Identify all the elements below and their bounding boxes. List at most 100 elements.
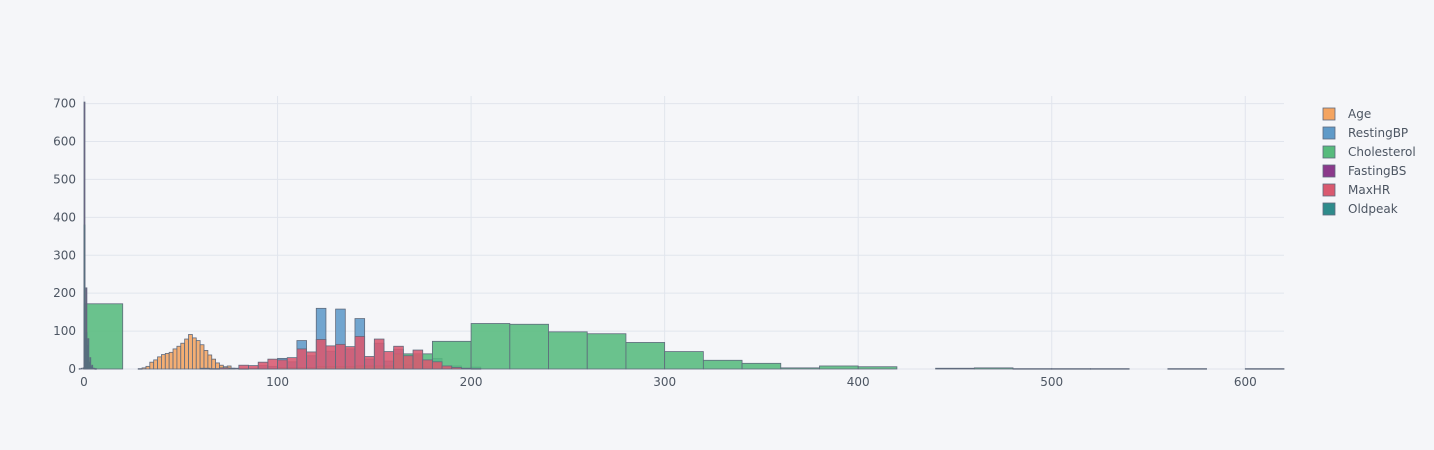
y-axis-ticks: 0 100 200 300 400 500 600 700	[53, 97, 76, 376]
x-tick-label: 400	[847, 375, 870, 389]
x-tick-label: 0	[80, 375, 88, 389]
histogram-bar	[95, 368, 97, 370]
histogram-bar	[168, 351, 174, 370]
legend-swatch	[1322, 164, 1336, 178]
histogram-bar	[441, 365, 453, 370]
histogram-bar	[296, 348, 307, 370]
histogram-bar	[89, 357, 92, 370]
legend-swatch	[1322, 202, 1336, 216]
histogram-bar	[664, 351, 704, 370]
histogram-bar	[470, 368, 482, 370]
histogram-bar	[228, 367, 240, 370]
legend-item-maxhr[interactable]: MaxHR	[1322, 183, 1390, 197]
legend-label: FastingBS	[1348, 164, 1406, 178]
histogram-bar	[1244, 368, 1285, 370]
legend-label: Age	[1348, 107, 1371, 121]
histogram-bar	[188, 334, 193, 370]
histogram-bar	[153, 359, 158, 370]
histogram-bar	[78, 368, 81, 370]
histogram-bar	[195, 340, 201, 370]
y-tick-label: 200	[53, 286, 76, 300]
histogram-bar	[91, 364, 94, 370]
histogram-bar	[548, 331, 588, 370]
histogram-bar	[172, 348, 178, 370]
histogram-bar	[412, 349, 424, 370]
histogram-bar	[207, 354, 213, 370]
histogram-bar	[344, 346, 356, 370]
y-tick-label: 500	[53, 172, 76, 186]
histogram-bar	[780, 367, 820, 370]
x-tick-label: 500	[1040, 375, 1063, 389]
histogram-bar	[393, 345, 404, 370]
legend-item-age[interactable]: Age	[1322, 107, 1371, 121]
histogram-bar	[325, 345, 337, 370]
histogram-bar	[87, 338, 90, 370]
histogram-bar	[373, 338, 385, 370]
histogram-bar	[819, 365, 859, 370]
histogram-bar	[180, 342, 186, 370]
histogram-bar	[191, 337, 197, 370]
histogram-bar	[238, 364, 249, 370]
histogram-bar	[257, 361, 269, 370]
histogram-bar	[1012, 368, 1053, 370]
histogram-bar	[83, 224, 86, 370]
series-oldpeak	[78, 224, 97, 370]
histogram-bar	[219, 367, 230, 370]
histogram-bar	[215, 362, 220, 370]
histogram-bar	[199, 367, 211, 370]
histogram-bar	[286, 357, 298, 370]
legend-swatch	[1322, 107, 1336, 121]
histogram-bar	[470, 323, 511, 370]
histogram-bar	[741, 362, 782, 370]
histogram-bar	[973, 367, 1014, 370]
histogram-bar	[306, 351, 317, 370]
legend-label: Cholesterol	[1348, 145, 1416, 159]
histogram-bar	[203, 350, 209, 370]
legend[interactable]: Age RestingBP Cholesterol FastingBS MaxHR Old…	[1322, 107, 1416, 216]
histogram-bar	[149, 361, 155, 370]
histogram-bar	[211, 358, 217, 370]
histogram-bar	[1090, 368, 1130, 370]
histogram-bar	[209, 368, 220, 370]
histogram-bar	[141, 367, 147, 370]
legend-item-oldpeak[interactable]: Oldpeak	[1322, 202, 1398, 216]
histogram-bar	[402, 355, 414, 370]
legend-swatch	[1322, 126, 1336, 140]
x-axis-ticks: 0 100 200 300 400 500 600	[80, 375, 1257, 389]
x-tick-label: 100	[266, 375, 289, 389]
legend-item-fastingbs[interactable]: FastingBS	[1322, 164, 1406, 178]
legend-swatch	[1322, 145, 1336, 159]
axes: 0 100 200 300 400 500 600 0 100 200 300 400 500 600 7…	[53, 97, 1257, 389]
histogram-bar	[509, 323, 549, 370]
series-cholesterol	[83, 303, 1285, 370]
histogram-bar	[364, 356, 375, 370]
histogram-bar	[145, 365, 151, 370]
histogram-bar	[137, 368, 143, 370]
histogram-bar	[80, 367, 83, 370]
histogram-bar	[431, 361, 443, 370]
histogram-bar	[277, 359, 288, 370]
series-age	[137, 334, 236, 370]
histogram-bar	[248, 365, 259, 370]
histogram-bars	[78, 101, 1285, 370]
x-tick-label: 600	[1234, 375, 1257, 389]
legend-item-restingbp[interactable]: RestingBP	[1322, 126, 1408, 140]
histogram-bar	[935, 367, 975, 370]
histogram-bar	[461, 367, 472, 370]
y-tick-label: 300	[53, 248, 76, 262]
histogram-bar	[586, 333, 627, 370]
y-tick-label: 700	[53, 97, 76, 111]
histogram-bar	[161, 354, 166, 370]
histogram-bar	[199, 344, 205, 370]
histogram-bar	[702, 359, 743, 370]
histogram-bar	[857, 366, 898, 370]
histogram-bar	[1051, 368, 1091, 370]
legend-item-cholesterol[interactable]: Cholesterol	[1322, 145, 1416, 159]
histogram-bar	[267, 358, 278, 370]
y-tick-label: 100	[53, 324, 76, 338]
x-tick-label: 300	[653, 375, 676, 389]
histogram-bar	[164, 353, 170, 370]
histogram-bar	[422, 359, 433, 370]
series-maxhr	[199, 335, 482, 370]
